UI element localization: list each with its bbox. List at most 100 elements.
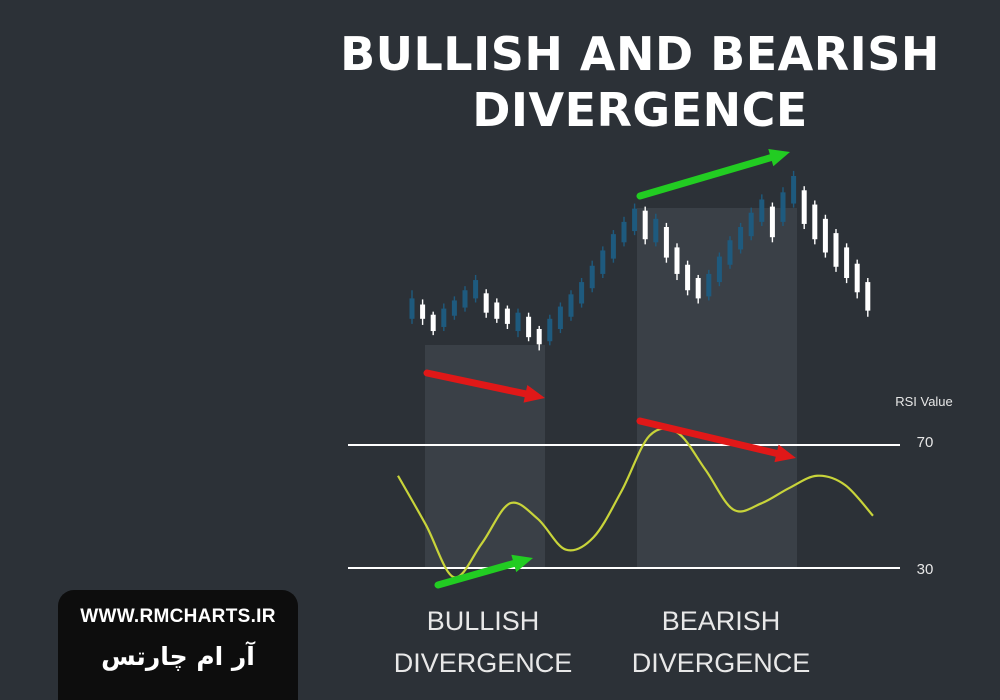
bullish-label-line-1: BULLISH (426, 606, 540, 636)
price-candle (748, 207, 754, 241)
price-candle (409, 290, 415, 324)
bearish-label-line-2: DIVERGENCE (631, 648, 811, 678)
candle-body (695, 278, 701, 299)
price-candle (430, 311, 436, 336)
price-candle (854, 259, 860, 299)
candle-body (409, 298, 415, 319)
price-candle (674, 243, 680, 281)
price-candle (494, 298, 500, 323)
price-candle (473, 274, 479, 303)
candle-body (610, 234, 616, 259)
price-candle (483, 289, 489, 318)
price-candle (769, 202, 775, 243)
rsi-line (397, 427, 874, 579)
bearish-divergence-label: BEARISH DIVERGENCE (601, 600, 841, 684)
price-candle (653, 213, 659, 247)
candle-body (579, 282, 585, 304)
price-candle (780, 187, 786, 226)
bullish-price-arrow (423, 369, 545, 403)
candle-body (674, 247, 680, 274)
price-candle (600, 246, 606, 278)
candle-body (515, 312, 521, 332)
price-candle (526, 312, 532, 342)
candle-body (865, 282, 871, 311)
candle-body (738, 227, 744, 250)
price-candle (663, 222, 669, 263)
price-candle (441, 303, 447, 332)
bullish-rsi-arrow-shaft (434, 559, 518, 589)
candle-body (441, 308, 447, 327)
price-candle (695, 274, 701, 304)
price-candle (727, 236, 733, 269)
rsi-level-70-label: 70 (917, 434, 934, 451)
bearish-rsi-arrow-head (774, 444, 796, 463)
candle-body (589, 265, 595, 289)
price-candle (536, 325, 542, 351)
candle-body (536, 329, 542, 345)
bearish-price-arrow (636, 148, 790, 200)
price-candle (716, 252, 722, 287)
candle-body (547, 318, 553, 342)
price-candle (685, 260, 691, 296)
candle-body (727, 240, 733, 265)
bearish-rsi-arrow-shaft (636, 417, 781, 457)
price-candle (504, 305, 510, 329)
candle-body (632, 208, 638, 232)
price-candle (822, 214, 828, 258)
price-candle (844, 243, 850, 284)
price-candle (557, 302, 563, 334)
bullish-label-line-2: DIVERGENCE (393, 648, 573, 678)
price-candle (568, 290, 574, 321)
bearish-label-line-1: BEARISH (661, 606, 781, 636)
candle-body (759, 199, 765, 222)
price-candle (610, 230, 616, 263)
candle-body (526, 316, 532, 338)
candle-body (685, 264, 691, 291)
candle-body (663, 227, 669, 258)
candle-body (473, 280, 479, 299)
price-candle (632, 203, 638, 236)
rsi-axis-label: RSI Value (895, 394, 953, 409)
price-candle (420, 299, 426, 325)
bullish-rsi-arrow-head (511, 554, 533, 573)
price-candle (515, 308, 521, 338)
candle-body (557, 306, 563, 329)
bullish-rsi-arrow (434, 554, 533, 589)
price-candle (462, 286, 468, 312)
candle-body (833, 233, 839, 267)
candle-body (451, 300, 457, 316)
candle-body (812, 204, 818, 240)
title-line-2: DIVERGENCE (472, 83, 808, 137)
candle-body (483, 293, 489, 313)
price-candle (547, 314, 553, 346)
candle-body (600, 250, 606, 274)
candle-body (420, 304, 426, 319)
price-candle (812, 200, 818, 245)
candle-body (769, 206, 775, 238)
candle-body (844, 247, 850, 278)
bearish-price-arrow-shaft (636, 154, 775, 200)
price-candle (642, 206, 648, 245)
candle-body (822, 218, 828, 253)
candle-body (462, 290, 468, 308)
candle-body (568, 294, 574, 317)
brand-name: آر ام چارتس (101, 642, 255, 671)
candle-body (653, 218, 659, 243)
price-candle (589, 260, 595, 293)
price-candle (451, 296, 457, 320)
price-candle (706, 269, 712, 301)
candle-body (854, 263, 860, 293)
candle-body (780, 192, 786, 222)
price-candle (865, 278, 871, 317)
bullish-divergence-label: BULLISH DIVERGENCE (363, 600, 603, 684)
price-candle (738, 222, 744, 254)
rsi-level-30-label: 30 (917, 561, 934, 578)
price-candle (833, 229, 839, 272)
price-candle (579, 278, 585, 308)
price-candle (759, 194, 765, 226)
candle-body (494, 302, 500, 319)
candle-body (748, 212, 754, 237)
price-candle (791, 170, 797, 208)
bullish-price-arrow-head (523, 385, 545, 403)
